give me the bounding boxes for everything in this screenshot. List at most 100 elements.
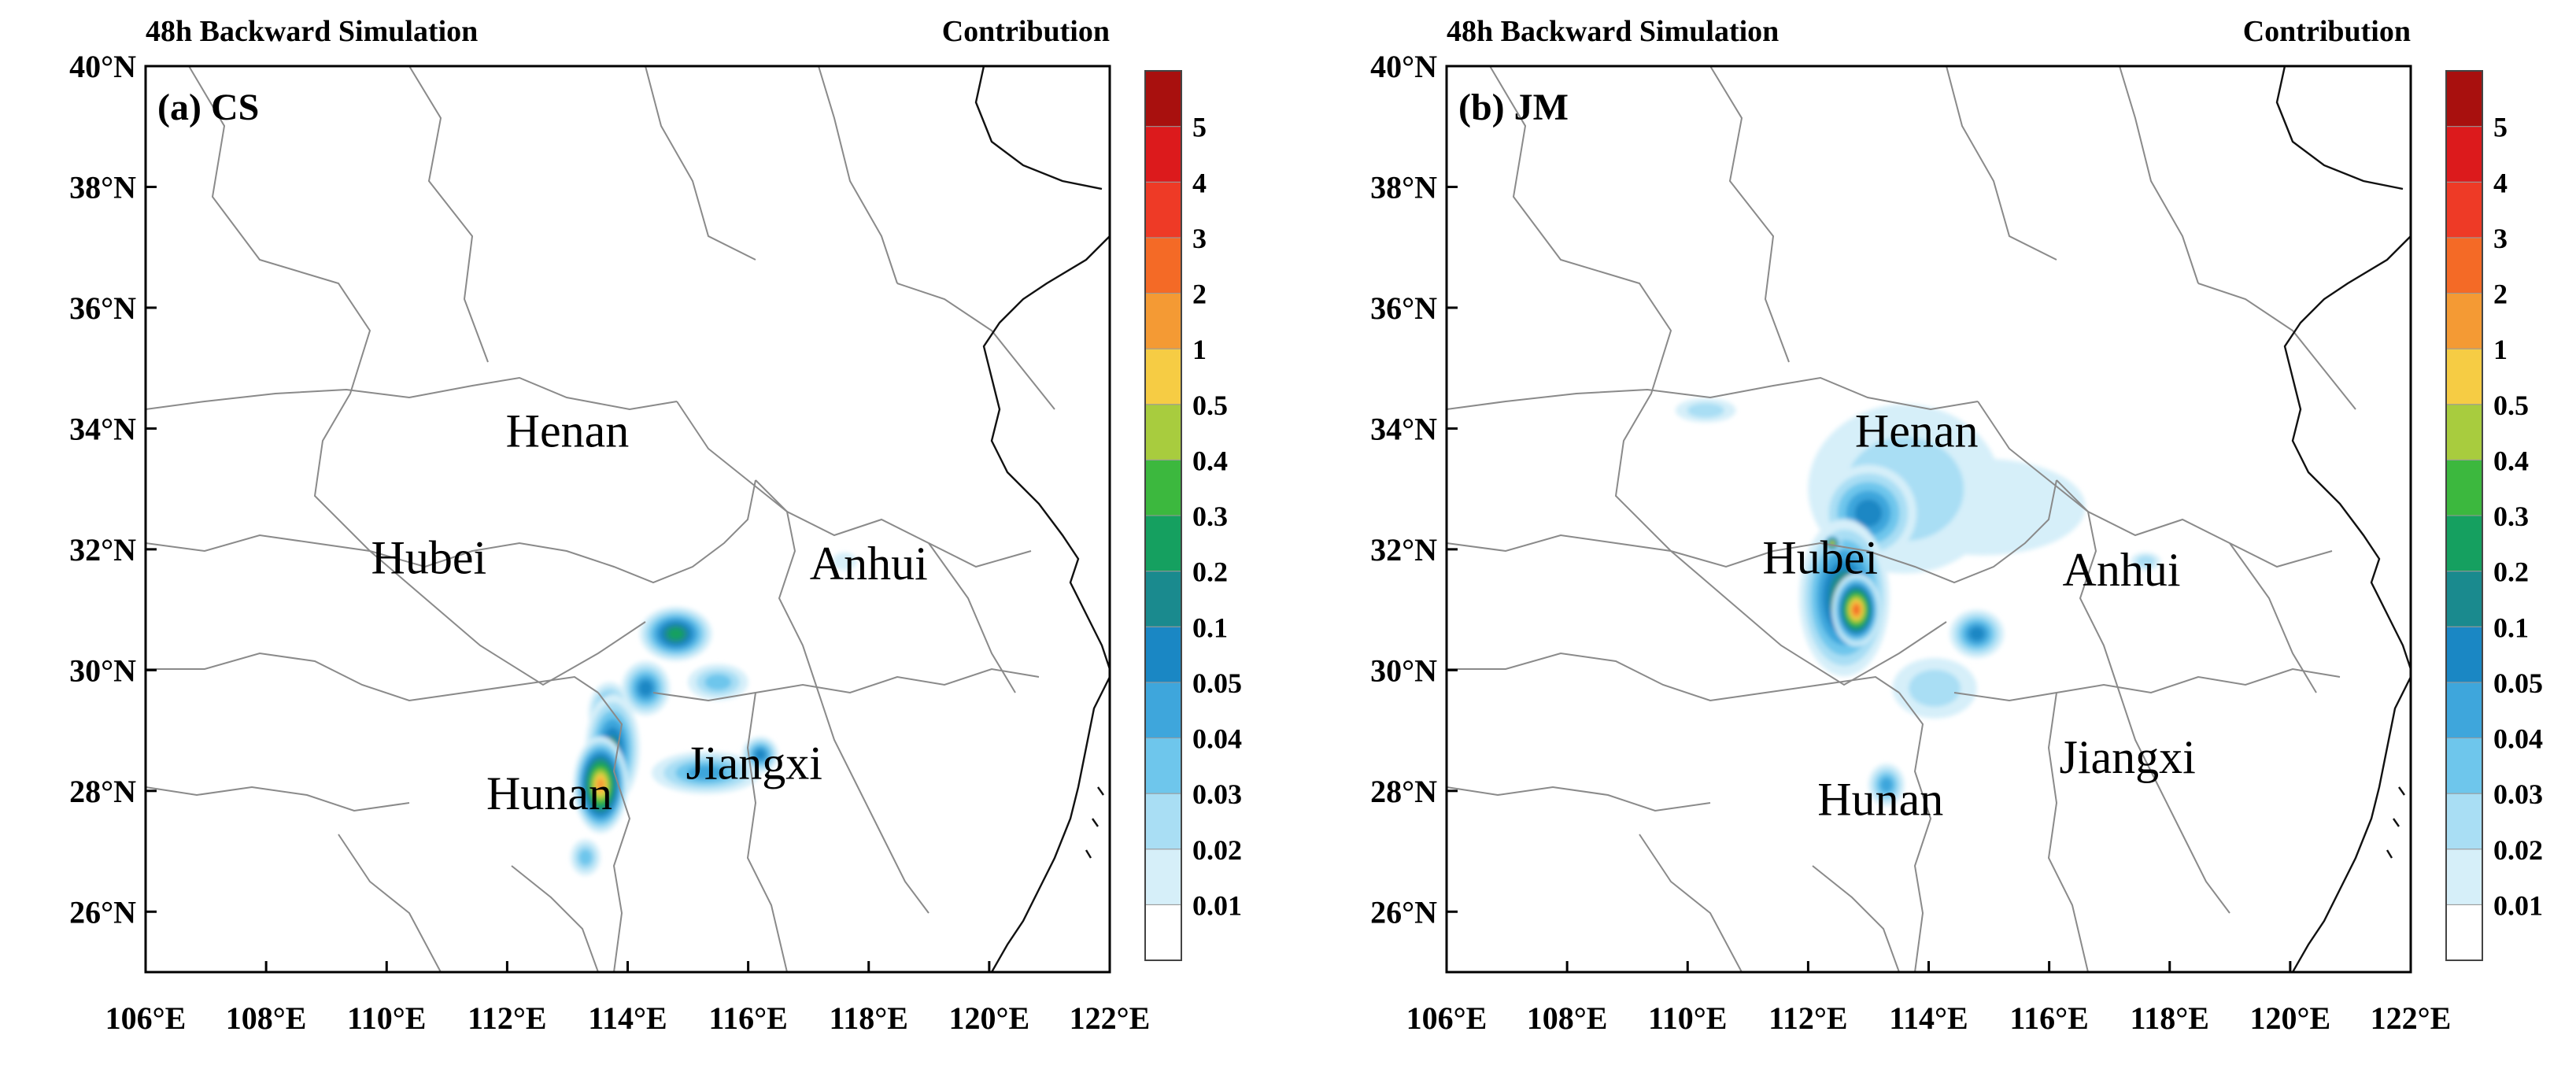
- panel-a-colorbar-box: [1144, 70, 1182, 128]
- panel-a-plume-contour: [638, 680, 653, 697]
- panel-a-province-labels: Henan Hubei Anhui Hunan Jiangxi: [371, 405, 928, 819]
- panel-b-colorbar-box: [2445, 849, 2483, 905]
- panel-a-plume-layer: [570, 552, 857, 876]
- panel-b-lon-label: 122°E: [2371, 1000, 2452, 1036]
- panel-b-lat-label: 26°N: [1370, 894, 1437, 930]
- panel-a-plume-contour: [668, 627, 684, 640]
- panel-b-lon-label: 114°E: [1889, 1000, 1968, 1036]
- panel-b-lat-label: 28°N: [1370, 774, 1437, 809]
- panel-b-colorbar-label: 0.3: [2493, 501, 2529, 532]
- panel-b-lon-label: 112°E: [1768, 1000, 1847, 1036]
- panel-a-colorbar-label: 1: [1192, 334, 1207, 365]
- panel-a-colorbar-box: [1144, 404, 1182, 460]
- panel-b-colorbar-label: 2: [2493, 279, 2508, 310]
- panel-a-colorbar-label: 0.4: [1192, 445, 1228, 476]
- panel-a-colorbar-box: [1144, 515, 1182, 572]
- panel-a-colorbar-box: [1144, 626, 1182, 683]
- panel-a-colorbar-label: 0.04: [1192, 723, 1242, 755]
- panel-a-province-label: Hunan: [486, 767, 612, 819]
- panel-a-plume-contour: [832, 552, 857, 571]
- panel-b-header-left: 48h Backward Simulation: [1447, 15, 1779, 48]
- panel-b-lat-label: 30°N: [1370, 653, 1437, 688]
- panel-b-coastline: [2275, 66, 2411, 972]
- panel-a-colorbar-label: 0.2: [1192, 556, 1228, 588]
- panel-b-label: (b) JM: [1458, 87, 1569, 128]
- panel-b-header-right: Contribution: [2243, 15, 2411, 48]
- panel-a-lat-label: 34°N: [69, 411, 136, 446]
- panel-a-lat-label: 40°N: [69, 49, 136, 84]
- panel-a-lon-label: 112°E: [468, 1000, 546, 1036]
- panel-b-map: [1447, 66, 2411, 972]
- panel-b-lat-label: 36°N: [1370, 290, 1437, 326]
- panel-b-plume-contour: [1909, 669, 1961, 707]
- panel-a-lat-label: 26°N: [69, 894, 136, 930]
- panel-b-province-borders: [1447, 66, 2356, 972]
- panel-a-colorbar-box: [1144, 293, 1182, 349]
- panel-b-colorbar-label: 0.1: [2493, 612, 2529, 643]
- panel-a-lon-label: 110°E: [347, 1000, 426, 1036]
- panel-a-colorbar-label: 0.03: [1192, 778, 1242, 810]
- panel-a-colorbar-box: [1144, 738, 1182, 794]
- panel-b-plume-contour: [1831, 542, 1834, 545]
- panel-b-plume-contour: [1853, 605, 1860, 615]
- panel-a-plume-contour: [578, 849, 593, 866]
- panel-a-lon-label: 114°E: [588, 1000, 667, 1036]
- panel-b-colorbar-box: [2445, 459, 2483, 516]
- panel-a-colorbar-box: [1144, 682, 1182, 738]
- panel-a-lat-label: 30°N: [69, 653, 136, 688]
- panel-b: 48h Backward Simulation Contribution: [1370, 15, 2451, 1036]
- panel-a-province-label: Henan: [506, 405, 630, 457]
- panel-a-colorbar-label: 5: [1192, 112, 1207, 143]
- panel-b-colorbar-box: [2445, 738, 2483, 794]
- panel-b-colorbar-box: [2445, 126, 2483, 183]
- panel-b-lon-label: 106°E: [1406, 1000, 1488, 1036]
- panel-b-lon-label: 120°E: [2250, 1000, 2331, 1036]
- panel-a-colorbar-label: 0.3: [1192, 501, 1228, 532]
- panel-a-colorbar-label: 4: [1192, 167, 1207, 198]
- panel-a-colorbar-label: 0.5: [1192, 390, 1228, 421]
- panel-a-lon-label: 106°E: [105, 1000, 187, 1036]
- panel-a-colorbar-label: 0.05: [1192, 667, 1242, 699]
- panel-b-province-labels: Henan Hubei Anhui Hunan Jiangxi: [1762, 405, 2195, 825]
- panel-b-colorbar-label: 4: [2493, 167, 2508, 198]
- panel-b-colorbar-outline: [2445, 70, 2483, 961]
- panel-b-lon-axis: 106°E 108°E 110°E 112°E 114°E 116°E 118°E 120°E…: [1406, 961, 2452, 1036]
- panel-a-lat-label: 28°N: [69, 774, 136, 809]
- panel-b-colorbar-box: [2445, 515, 2483, 572]
- panel-b-colorbar-label: 0.5: [2493, 390, 2529, 421]
- panel-b-colorbar-label: 0.02: [2493, 834, 2543, 866]
- panel-a-province-label: Hubei: [371, 532, 487, 584]
- panel-b-colorbar-box: [2445, 404, 2483, 460]
- panel-a-map: [146, 66, 1110, 972]
- panel-b-colorbar-box: [2445, 904, 2483, 961]
- panel-a-colorbar-box: [1144, 849, 1182, 905]
- panel-a-colorbar-box: [1144, 459, 1182, 516]
- panel-b-colorbar-box: [2445, 626, 2483, 683]
- panel-a-lon-label: 118°E: [830, 1000, 908, 1036]
- panel-a: 48h Backward Simulation Contribution: [69, 15, 1150, 1036]
- panel-b-lon-label: 110°E: [1648, 1000, 1727, 1036]
- panel-a-colorbar-box: [1144, 793, 1182, 850]
- panel-b-lat-axis: 40°N 38°N 36°N 34°N 32°N 30°N 28°N 26°N: [1370, 49, 1458, 930]
- panel-a-plume-contour: [755, 749, 766, 760]
- panel-a-colorbar-label: 0.1: [1192, 612, 1228, 643]
- panel-b-colorbar-box: [2445, 348, 2483, 405]
- panel-a-province-label: Jiangxi: [686, 737, 822, 789]
- panel-a-lon-axis: 106°E 108°E 110°E 112°E 114°E 116°E 118°E 120°E…: [105, 961, 1150, 1036]
- panel-a-province-label: Anhui: [810, 538, 928, 590]
- panel-a-lat-label: 32°N: [69, 532, 136, 568]
- panel-b-plume-layer: [1675, 398, 2161, 807]
- panel-b-colorbar: 0.01 0.02 0.03 0.04 0.05 0.1 0.2 0.3 0.4 0.5 1 2 3 4 5: [2445, 70, 2543, 961]
- panel-b-colorbar-label: 0.4: [2493, 445, 2529, 476]
- panel-b-province-label: Hunan: [1817, 773, 1943, 825]
- panel-b-colorbar-label: 0.01: [2493, 889, 2543, 921]
- panel-b-lat-label: 38°N: [1370, 169, 1437, 205]
- panel-b-lat-label: 32°N: [1370, 532, 1437, 568]
- panel-a-lat-axis: 40°N 38°N 36°N 34°N 32°N 30°N 28°N 26°N: [69, 49, 157, 930]
- panel-a-colorbar-label: 2: [1192, 279, 1207, 310]
- panel-b-colorbar-box: [2445, 237, 2483, 294]
- panel-b-colorbar-label: 1: [2493, 334, 2508, 365]
- panel-b-plume-contour: [1854, 499, 1883, 527]
- panel-b-province-label: Henan: [1855, 405, 1979, 457]
